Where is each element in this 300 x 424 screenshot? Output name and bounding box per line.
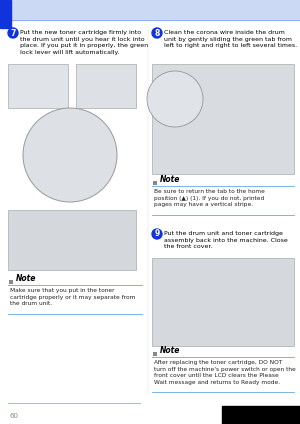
Bar — [0, 0, 300, 20]
Bar — [8, 64, 68, 108]
Circle shape — [152, 229, 162, 239]
Bar — [8, 210, 136, 270]
Text: After replacing the toner cartridge, DO NOT
turn off the machine's power switch : After replacing the toner cartridge, DO … — [154, 360, 296, 385]
Text: 60: 60 — [9, 413, 18, 419]
Bar — [0, 0, 11, 28]
Text: Put the drum unit and toner cartridge
assembly back into the machine. Close
the : Put the drum unit and toner cartridge as… — [164, 231, 288, 249]
Bar — [152, 258, 294, 346]
Text: Note: Note — [16, 274, 36, 283]
Text: 7: 7 — [10, 28, 16, 37]
Text: Make sure that you put in the toner
cartridge properly or it may separate from
t: Make sure that you put in the toner cart… — [10, 288, 135, 306]
Circle shape — [23, 108, 117, 202]
Text: 8: 8 — [154, 28, 160, 37]
Circle shape — [8, 28, 18, 38]
Circle shape — [152, 28, 162, 38]
Text: Clean the corona wire inside the drum
unit by gently sliding the green tab from
: Clean the corona wire inside the drum un… — [164, 30, 297, 48]
Bar — [222, 406, 300, 424]
Text: Note: Note — [160, 175, 180, 184]
Text: Be sure to return the tab to the home
position (▲) (1). If you do not, printed
p: Be sure to return the tab to the home po… — [154, 189, 265, 207]
Circle shape — [147, 71, 203, 127]
Bar — [76, 64, 136, 108]
Bar — [152, 64, 294, 174]
Text: Note: Note — [160, 346, 180, 355]
Text: 9: 9 — [154, 229, 160, 238]
Text: Put the new toner cartridge firmly into
the drum unit until you hear it lock int: Put the new toner cartridge firmly into … — [20, 30, 148, 55]
